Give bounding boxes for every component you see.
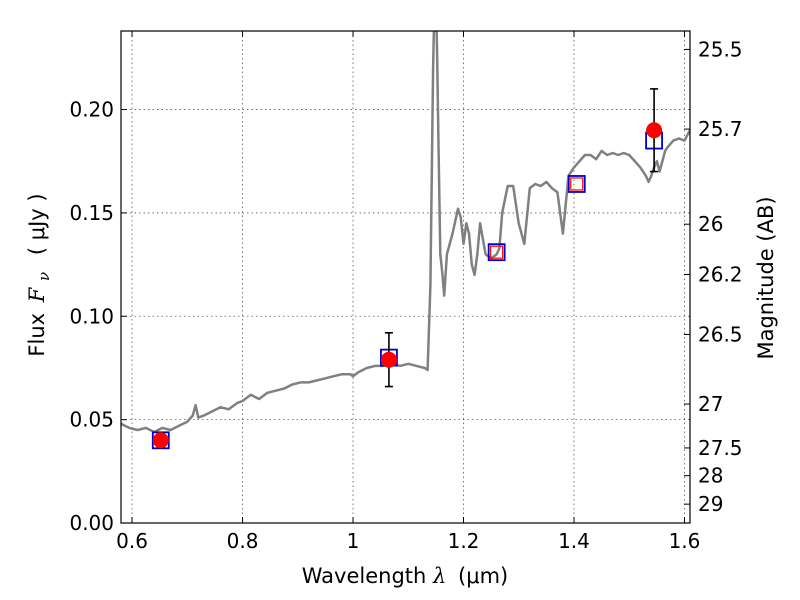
limit-flux-square (490, 245, 504, 259)
y-axis-title-unit: ( μJy ) (25, 193, 49, 255)
plot-frame (120, 30, 691, 524)
y2-tick-label: 26.5 (698, 322, 743, 346)
y2-tick-label: 29 (698, 492, 723, 516)
x-tick-label: 1.6 (669, 529, 701, 553)
y-axis-title-prefix: Flux (25, 306, 49, 356)
y2-axis-title: Magnitude (AB) (754, 196, 778, 359)
x-tick-label: 1.2 (448, 529, 480, 553)
model-flux-square (567, 175, 586, 193)
model-spectrum-line (121, 31, 690, 434)
y-axis-title-symbol: F (25, 286, 49, 303)
y-tick-label: 0.15 (69, 201, 114, 225)
series-group (121, 31, 690, 450)
y2-tick-label: 25.7 (698, 117, 743, 141)
x-axis-title-unit: (μm) (458, 564, 508, 588)
y2-tick-label: 27.5 (698, 436, 743, 460)
x-axis-title-prefix: Wavelength (302, 564, 433, 588)
x-tick-label: 1 (347, 529, 360, 553)
y-tick-label: 0.10 (69, 304, 114, 328)
x-axis-title: Wavelength λ (μm) (302, 564, 508, 588)
y2-tick-label: 27 (698, 392, 723, 416)
y2-tick-label: 25.5 (698, 37, 743, 61)
grid-layer (121, 31, 690, 524)
y2-tick-label: 28 (698, 464, 723, 488)
y-tick-label: 0.20 (69, 98, 114, 122)
y-axis-title: Flux F ν ( μJy ) (25, 193, 54, 356)
x-axis-title-symbol: λ (432, 564, 446, 588)
y2-tick-label: 26.2 (698, 262, 743, 286)
plot-layer (121, 31, 690, 450)
x-tick-label: 0.6 (116, 529, 148, 553)
observed-flux-point (152, 432, 169, 449)
tick-layer: 0.6 0.8 1 1.2 1.4 1.6 0.00 0.05 0.10 0.15 0.20 25.5… (69, 31, 743, 553)
x-tick-label: 0.8 (227, 529, 259, 553)
y2-tick-label: 26 (698, 212, 723, 236)
y-axis-title-subscript: ν (35, 272, 53, 281)
model-flux-square (487, 243, 506, 262)
limit-flux-square (570, 177, 584, 191)
observed-flux-point (646, 122, 663, 139)
y-tick-label: 0.00 (69, 511, 114, 535)
observed-flux-point (380, 351, 397, 368)
x-tick-label: 1.4 (558, 529, 590, 553)
y-tick-label: 0.05 (69, 408, 114, 432)
